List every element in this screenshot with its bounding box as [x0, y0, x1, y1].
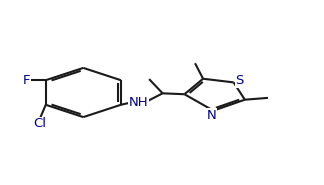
Text: Cl: Cl	[33, 117, 46, 130]
Text: N: N	[207, 109, 217, 122]
Text: S: S	[235, 74, 244, 87]
Text: NH: NH	[129, 96, 148, 109]
Text: F: F	[23, 74, 30, 87]
